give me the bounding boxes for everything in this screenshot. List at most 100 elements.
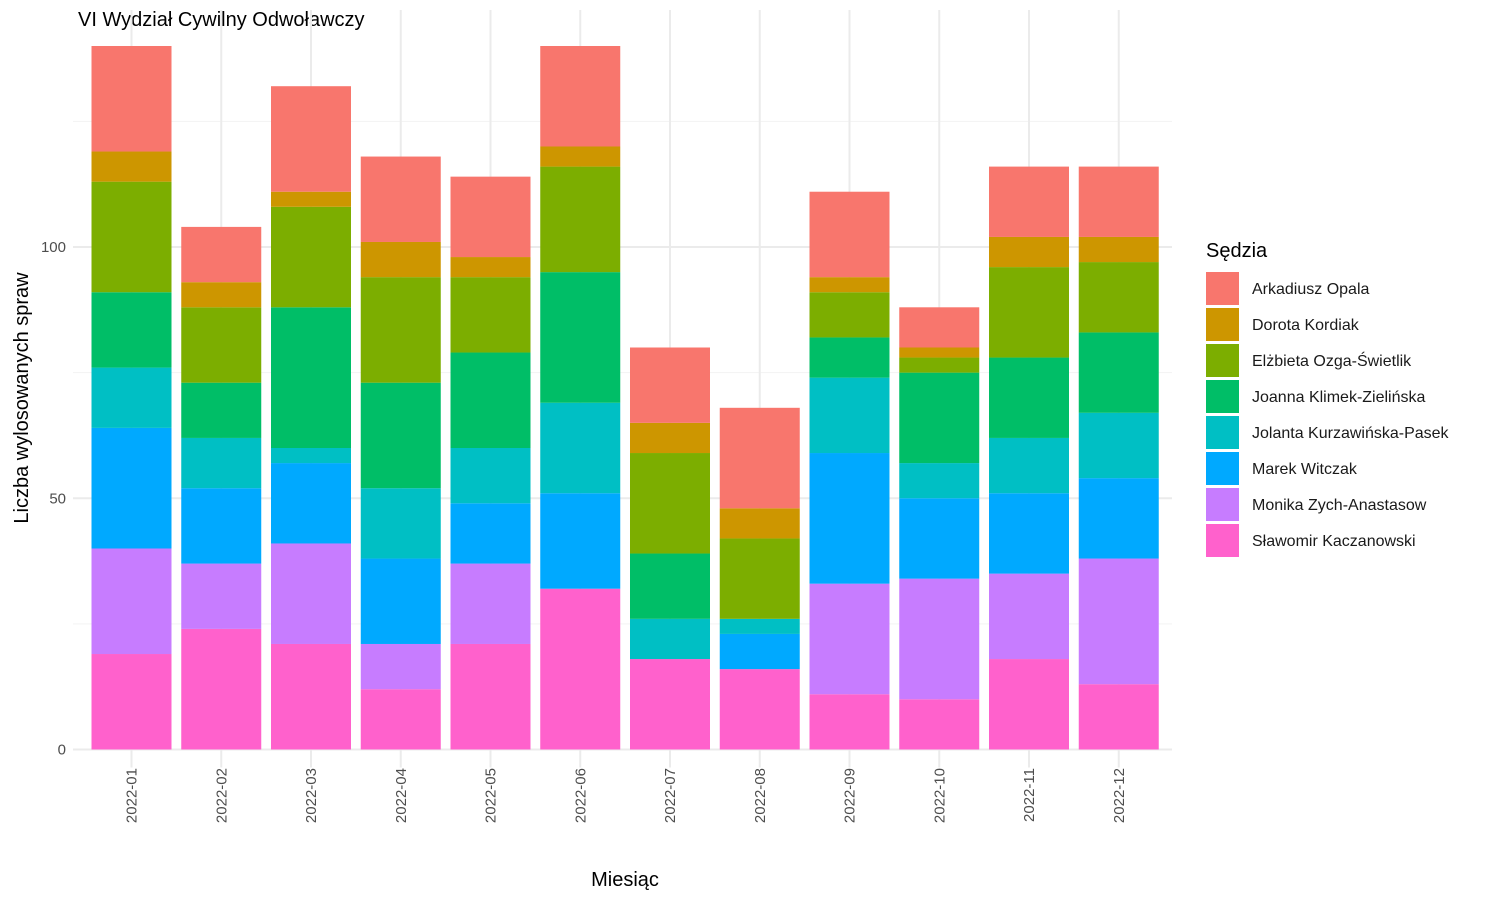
bar-segment — [630, 553, 710, 619]
legend-swatch — [1206, 488, 1239, 521]
bar-segment — [360, 241, 441, 278]
bar-stack-2022-07 — [630, 347, 710, 750]
bar-stack-2022-11 — [989, 166, 1069, 750]
bar-segment — [630, 422, 710, 454]
bar-segment — [91, 151, 172, 182]
legend-swatch — [1206, 344, 1239, 377]
bar-segment — [271, 463, 351, 544]
y-axis-ticks: 0 50 100 — [41, 239, 66, 759]
bar-segment — [1078, 412, 1159, 479]
x-tick-label: 2022-06 — [572, 768, 589, 823]
bar-segment — [719, 618, 800, 634]
bar-segment — [450, 503, 531, 564]
bar-segment — [540, 166, 621, 273]
bar-segment — [181, 628, 262, 750]
bar-segment — [809, 377, 890, 454]
bar-segment — [899, 347, 980, 358]
bar-segment — [540, 46, 621, 147]
legend-label: Dorota Kordiak — [1252, 317, 1360, 334]
bar-segment — [809, 453, 890, 584]
bar-segment — [899, 699, 980, 750]
legend-item: Jolanta Kurzawińska-Pasek — [1206, 416, 1450, 449]
bar-segment — [630, 453, 710, 554]
bar-segment — [989, 659, 1069, 750]
bar-segment — [899, 372, 980, 464]
bar-stack-2022-12 — [1078, 166, 1159, 750]
bar-segment — [719, 508, 800, 539]
bar-segment — [450, 257, 531, 278]
bar-segment — [450, 176, 531, 258]
bar-segment — [271, 307, 351, 448]
bar-segment — [989, 166, 1069, 237]
bar-segment — [899, 357, 980, 373]
bar-segment — [1078, 262, 1159, 333]
bar-segment — [181, 563, 262, 629]
bar-segment — [1078, 332, 1159, 413]
x-tick-label: 2022-02 — [213, 768, 230, 823]
x-tick-label: 2022-05 — [483, 768, 500, 823]
bar-segment — [719, 633, 800, 670]
bar-segment — [899, 578, 980, 700]
bar-segment — [181, 382, 262, 438]
bar-segment — [181, 226, 262, 283]
bar-segment — [91, 46, 172, 152]
bar-segment — [719, 538, 800, 619]
bar-segment — [360, 156, 441, 242]
legend-label: Joanna Klimek-Zielińska — [1252, 389, 1426, 406]
bar-segment — [450, 643, 531, 750]
bar-segment — [719, 669, 800, 750]
bar-segment — [989, 267, 1069, 358]
y-tick-label: 50 — [49, 490, 66, 507]
x-tick-label: 2022-09 — [842, 768, 859, 823]
bar-segment — [91, 181, 172, 293]
legend-label: Jolanta Kurzawińska-Pasek — [1252, 425, 1450, 442]
x-tick-label: 2022-01 — [124, 768, 141, 823]
bar-segment — [989, 437, 1069, 494]
x-tick-label: 2022-03 — [303, 768, 320, 823]
bar-stack-2022-06 — [540, 46, 621, 750]
legend-title: Sędzia — [1206, 240, 1268, 262]
bar-stack-2022-04 — [360, 156, 441, 750]
x-tick-label: 2022-10 — [931, 768, 948, 823]
bar-stack-2022-01 — [91, 46, 172, 750]
bar-segment — [271, 543, 351, 644]
bar-segment — [181, 437, 262, 489]
x-axis-ticks: 2022-01 2022-02 2022-03 2022-04 2022-05 2022-… — [124, 768, 1128, 823]
legend-swatch — [1206, 524, 1239, 557]
x-tick-label: 2022-04 — [393, 768, 410, 823]
bar-segment — [450, 563, 531, 644]
bar-segment — [809, 583, 890, 695]
bar-segment — [989, 493, 1069, 574]
legend-label: Elżbieta Ozga-Świetlik — [1252, 351, 1412, 370]
bar-segment — [899, 307, 980, 348]
legend-item: Arkadiusz Opala — [1206, 272, 1369, 305]
legend-swatch — [1206, 380, 1239, 413]
bar-segment — [899, 498, 980, 579]
bar-stack-2022-08 — [719, 407, 800, 750]
bar-segment — [540, 402, 621, 494]
bar-stack-2022-09 — [809, 191, 890, 750]
bar-segment — [1078, 166, 1159, 237]
bar-segment — [809, 277, 890, 293]
bar-segment — [360, 689, 441, 750]
legend-item: Marek Witczak — [1206, 452, 1358, 485]
bar-segment — [450, 448, 531, 504]
bar-segment — [1078, 558, 1159, 685]
bar-segment — [899, 463, 980, 499]
bar-segment — [271, 206, 351, 308]
bar-segment — [540, 493, 621, 589]
y-tick-label: 0 — [58, 742, 66, 759]
bar-stack-2022-03 — [271, 86, 351, 750]
bar-segment — [809, 292, 890, 338]
bar-segment — [271, 643, 351, 750]
bar-segment — [1078, 478, 1159, 559]
bar-segment — [540, 272, 621, 403]
bar-segment — [1078, 684, 1159, 750]
bar-segment — [809, 694, 890, 750]
bar-segment — [450, 352, 531, 448]
legend-label: Monika Zych-Anastasow — [1252, 497, 1427, 514]
bar-segment — [181, 307, 262, 383]
y-tick-label: 100 — [41, 239, 66, 256]
bar-segment — [360, 277, 441, 383]
